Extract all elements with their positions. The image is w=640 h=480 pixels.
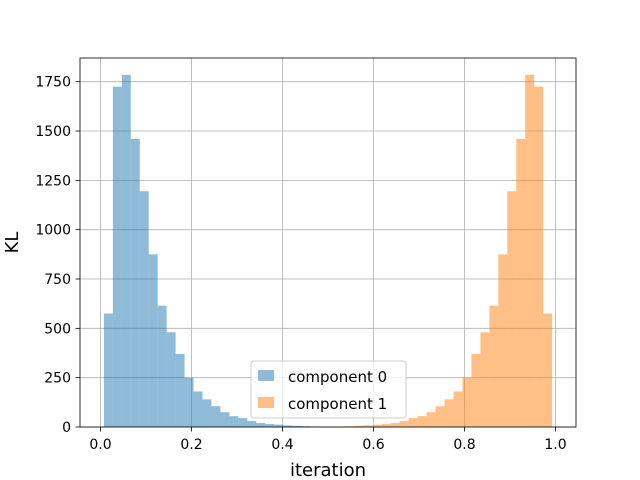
- histogram-bar-component-0: [274, 424, 284, 427]
- histogram-bar-component-1: [462, 377, 472, 427]
- histogram-bar-component-0: [130, 138, 140, 427]
- histogram-bar-component-0: [139, 191, 149, 427]
- histogram-bar-component-1: [516, 138, 526, 427]
- plot-frame: [79, 57, 577, 428]
- histogram-bar-component-0: [121, 74, 131, 427]
- x-axis-label: iteration: [290, 460, 366, 480]
- histogram-bar-component-0: [157, 305, 167, 427]
- histogram-bar-component-1: [525, 74, 535, 427]
- histogram-bar-component-1: [435, 406, 445, 427]
- x-tick-label: 0.4: [271, 437, 293, 453]
- x-tick-label: 0.2: [180, 437, 202, 453]
- y-axis-label: KL: [2, 232, 23, 254]
- histogram-bar-component-1: [453, 391, 463, 427]
- histogram-bar-component-1: [444, 399, 454, 427]
- histogram-bar-component-0: [265, 424, 275, 427]
- legend-swatch-component-0: [258, 370, 274, 381]
- y-tick-label: 750: [44, 272, 71, 288]
- histogram-bar-component-0: [256, 423, 266, 427]
- legend: component 0 component 1: [250, 360, 407, 419]
- histogram-bar-component-1: [489, 305, 499, 427]
- histogram-bar-component-0: [229, 416, 239, 427]
- histogram-bar-component-1: [534, 86, 544, 427]
- histogram-bar-component-1: [417, 416, 427, 427]
- histogram-bars: [103, 74, 553, 427]
- x-tick-label: 0.0: [89, 437, 111, 453]
- histogram-bar-component-1: [372, 424, 382, 427]
- y-tick-label: 250: [44, 371, 71, 387]
- histogram-bar-component-0: [292, 425, 302, 427]
- grid-lines: [80, 58, 576, 428]
- histogram-bar-component-0: [220, 412, 230, 427]
- histogram-bar-component-1: [354, 425, 364, 427]
- histogram-bar-component-0: [238, 418, 248, 427]
- histogram-bar-component-0: [202, 399, 212, 427]
- histogram-bar-component-0: [184, 377, 194, 427]
- histogram-bar-component-0: [211, 406, 221, 427]
- histogram-bar-component-1: [363, 425, 373, 427]
- histogram-bar-component-0: [112, 86, 122, 427]
- legend-label-component-0: component 0: [288, 368, 387, 386]
- axis-ticks: 0.0 0.2 0.4 0.6 0.8 1.0 0 250 500 750 1000 1250 1500…: [35, 75, 566, 453]
- histogram-bar-component-1: [471, 353, 481, 427]
- x-tick-label: 1.0: [544, 437, 566, 453]
- histogram-bar-component-0: [247, 421, 257, 427]
- legend-label-component-1: component 1: [288, 395, 387, 413]
- histogram-bar-component-1: [507, 191, 517, 427]
- histogram-bar-component-1: [390, 423, 400, 427]
- histogram-bar-component-1: [498, 254, 508, 427]
- histogram-bar-component-0: [283, 425, 293, 427]
- histogram-bar-component-1: [426, 412, 436, 427]
- y-tick-label: 1250: [35, 173, 71, 189]
- histogram-bar-component-0: [103, 313, 113, 427]
- histogram-bar-component-0: [193, 391, 203, 427]
- y-tick-label: 1750: [35, 75, 71, 91]
- histogram-bar-component-0: [148, 254, 158, 427]
- histogram-bar-component-1: [408, 418, 418, 427]
- histogram-bar-component-1: [399, 421, 409, 427]
- x-tick-label: 0.8: [453, 437, 475, 453]
- y-tick-label: 1500: [35, 124, 71, 140]
- histogram-bar-component-1: [381, 424, 391, 427]
- histogram-bar-component-1: [543, 313, 553, 427]
- y-tick-label: 0: [62, 420, 71, 436]
- histogram-bar-component-0: [166, 332, 176, 427]
- x-tick-label: 0.6: [362, 437, 384, 453]
- y-tick-label: 1000: [35, 223, 71, 239]
- histogram-bar-component-1: [480, 332, 490, 427]
- legend-box: [250, 360, 407, 419]
- histogram-bar-component-0: [175, 353, 185, 427]
- y-tick-label: 500: [44, 321, 71, 337]
- legend-swatch-component-1: [258, 397, 274, 408]
